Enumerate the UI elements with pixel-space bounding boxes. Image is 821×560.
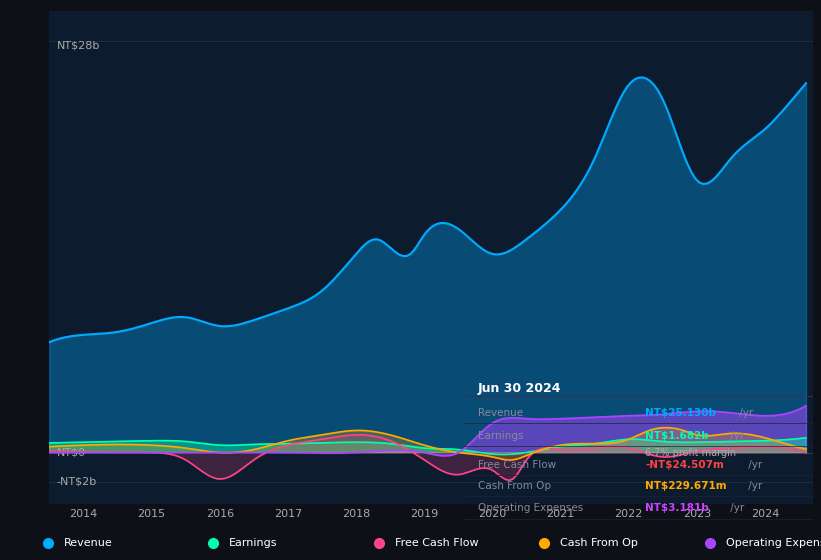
Text: Free Cash Flow: Free Cash Flow xyxy=(395,538,479,548)
Text: /yr: /yr xyxy=(745,481,763,491)
Text: NT$0: NT$0 xyxy=(57,447,86,458)
Text: NT$1.682b: NT$1.682b xyxy=(645,431,709,441)
Text: -NT$24.507m: -NT$24.507m xyxy=(645,460,724,470)
Text: Earnings: Earnings xyxy=(229,538,277,548)
Text: NT$28b: NT$28b xyxy=(57,41,100,50)
Text: NT$3.181b: NT$3.181b xyxy=(645,503,709,514)
Text: Revenue: Revenue xyxy=(64,538,112,548)
Text: /yr: /yr xyxy=(736,408,754,418)
Text: -NT$2b: -NT$2b xyxy=(57,477,97,487)
Text: Earnings: Earnings xyxy=(478,431,523,441)
Text: Operating Expenses: Operating Expenses xyxy=(478,503,583,514)
Text: NT$229.671m: NT$229.671m xyxy=(645,481,727,491)
Text: NT$25.130b: NT$25.130b xyxy=(645,408,716,418)
Text: Revenue: Revenue xyxy=(478,408,523,418)
Text: /yr: /yr xyxy=(727,503,744,514)
Text: Cash From Op: Cash From Op xyxy=(560,538,638,548)
Text: Cash From Op: Cash From Op xyxy=(478,481,551,491)
Text: Operating Expenses: Operating Expenses xyxy=(726,538,821,548)
Text: 6.7% profit margin: 6.7% profit margin xyxy=(645,448,736,458)
Text: /yr: /yr xyxy=(745,460,763,470)
Text: Jun 30 2024: Jun 30 2024 xyxy=(478,382,562,395)
Text: /yr: /yr xyxy=(727,431,744,441)
Text: Free Cash Flow: Free Cash Flow xyxy=(478,460,556,470)
